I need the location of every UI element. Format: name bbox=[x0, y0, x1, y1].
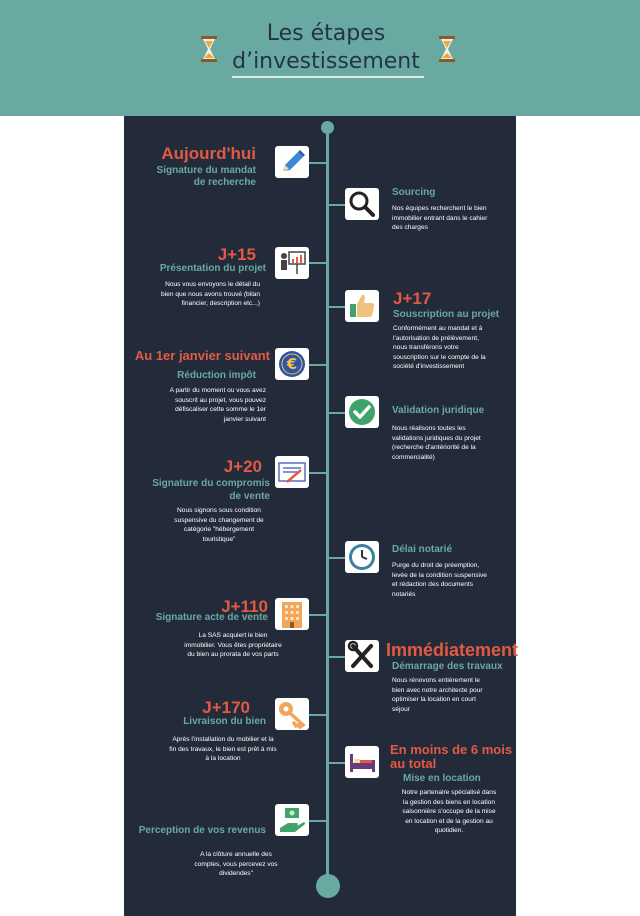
step-title: Mise en location bbox=[403, 773, 481, 784]
timeline-end-dot bbox=[316, 874, 340, 898]
step-time: J+170 bbox=[202, 698, 250, 717]
hourglass-icon bbox=[200, 36, 218, 62]
connector bbox=[328, 412, 346, 414]
presentation-icon bbox=[275, 247, 309, 279]
step-time: En moins de 6 mois au total bbox=[390, 742, 513, 771]
svg-text:€: € bbox=[286, 355, 297, 373]
step-time: Au 1er janvier suivant bbox=[134, 348, 270, 363]
connector bbox=[328, 557, 346, 559]
step-description: Nous vous envoyons le détail du bien que … bbox=[161, 281, 260, 307]
pen-icon bbox=[275, 146, 309, 178]
step-description: A partir du moment ou vous avez souscrit … bbox=[169, 387, 266, 423]
step-title: Signature acte de vente bbox=[155, 612, 268, 623]
contract-icon bbox=[275, 456, 309, 488]
hourglass-icon bbox=[438, 36, 456, 62]
step-title: Démarrage des travaux bbox=[392, 661, 503, 672]
connector bbox=[328, 656, 346, 658]
step-time: J+15 bbox=[217, 245, 256, 264]
step-title: Réduction impôt bbox=[177, 370, 256, 381]
connector bbox=[328, 762, 346, 764]
step-time: J+17 bbox=[393, 289, 432, 308]
connector bbox=[309, 614, 327, 616]
step-time: J+20 bbox=[223, 457, 262, 476]
step-title: Livraison du bien bbox=[183, 716, 266, 727]
connector bbox=[309, 364, 327, 366]
connector bbox=[309, 262, 327, 264]
step-description: Nos équipes recherchent le bien immobilie… bbox=[392, 205, 488, 231]
step-description: La SAS acquiert le bien immobilier. Vous … bbox=[184, 632, 282, 658]
tools-icon bbox=[345, 640, 379, 672]
page-title: Les étapes d’investissement bbox=[224, 20, 428, 76]
bed-icon bbox=[345, 746, 379, 778]
title-line-2: d’investissement bbox=[232, 49, 420, 74]
step-title: Validation juridique bbox=[392, 405, 485, 416]
step-title: Délai notarié bbox=[392, 544, 453, 555]
header-band bbox=[0, 0, 640, 116]
step-description: Nous signons sous condition suspensive du… bbox=[174, 507, 264, 543]
step-title: Perception de vos revenus bbox=[138, 825, 266, 836]
building-icon bbox=[275, 598, 309, 630]
euro-icon: € bbox=[275, 348, 309, 380]
step-title: Sourcing bbox=[392, 187, 436, 198]
timeline-panel bbox=[124, 116, 516, 916]
money-hand-icon bbox=[275, 804, 309, 836]
timeline-start-dot bbox=[321, 121, 334, 134]
connector bbox=[309, 820, 327, 822]
clock-icon bbox=[345, 541, 379, 573]
connector bbox=[309, 714, 327, 716]
thumbs-up-icon bbox=[345, 290, 379, 322]
timeline-spine bbox=[326, 126, 329, 886]
step-description: Nous rénovons entièrement le bien avec no… bbox=[392, 677, 483, 713]
step-description: Conformément au mandat et à l'autorisatio… bbox=[393, 325, 486, 370]
connector bbox=[328, 204, 346, 206]
title-underline bbox=[232, 76, 424, 78]
step-description: Après l'installation du mobilier et la fi… bbox=[169, 736, 277, 762]
step-title: Signature du mandat de recherche bbox=[156, 165, 256, 188]
step-title: Signature du compromis de vente bbox=[152, 478, 270, 502]
magnifier-icon bbox=[345, 188, 379, 220]
connector bbox=[328, 306, 346, 308]
step-time: Immédiatement bbox=[386, 640, 519, 660]
step-time: J+110 bbox=[221, 597, 268, 616]
step-time: Aujourd'hui bbox=[161, 144, 256, 163]
step-title: Présentation du projet bbox=[159, 263, 266, 274]
key-icon bbox=[275, 698, 309, 730]
step-description: Nous réalisons toutes les validations jur… bbox=[392, 425, 481, 461]
title-line-1: Les étapes bbox=[266, 21, 386, 46]
step-title: Souscription au projet bbox=[393, 309, 500, 320]
connector bbox=[309, 162, 327, 164]
connector bbox=[309, 472, 327, 474]
step-description: A la clôture annuelle des comptes, vous p… bbox=[194, 851, 278, 877]
step-description: Notre partenaire spécialisé dans la gesti… bbox=[401, 789, 497, 834]
check-icon bbox=[345, 396, 379, 428]
step-description: Purge du droit de préemption, levée de la… bbox=[392, 562, 487, 598]
